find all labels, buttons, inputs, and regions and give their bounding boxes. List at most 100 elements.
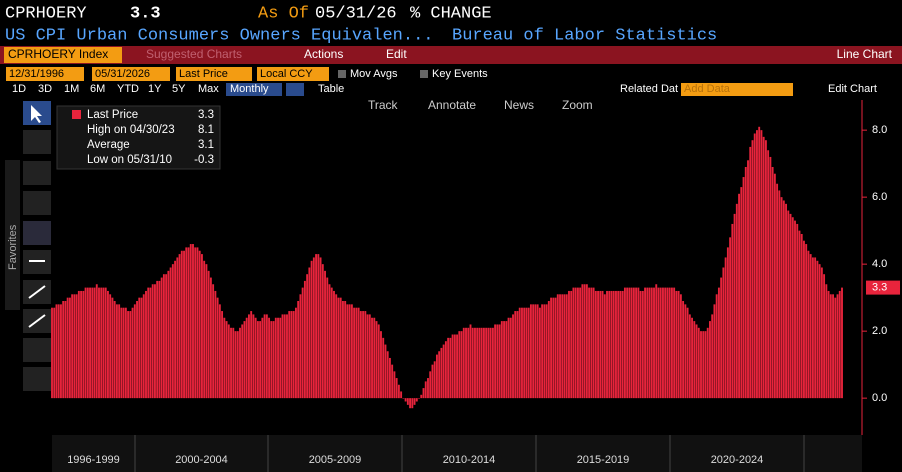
- tool-button[interactable]: [23, 221, 51, 245]
- bar: [552, 297, 555, 399]
- related-data[interactable]: Related Dat: [620, 83, 678, 95]
- checkbox[interactable]: [338, 70, 346, 78]
- bar: [480, 327, 483, 399]
- bar: [827, 290, 830, 399]
- chart-tool[interactable]: Track: [368, 98, 399, 112]
- bar: [747, 160, 749, 399]
- key-events[interactable]: Key Events: [432, 68, 488, 80]
- bar: [534, 304, 537, 399]
- edit-menu[interactable]: Edit: [386, 47, 407, 61]
- field-select[interactable]: [176, 67, 252, 81]
- ticker: CPRHOERY: [5, 4, 87, 23]
- mov-avgs[interactable]: Mov Avgs: [350, 68, 398, 80]
- bar: [73, 294, 76, 399]
- bar: [136, 301, 138, 399]
- bar: [185, 247, 188, 399]
- bar: [518, 307, 521, 399]
- bar: [377, 324, 380, 399]
- checkbox[interactable]: [420, 70, 428, 78]
- bar: [588, 287, 591, 399]
- bar: [675, 290, 678, 399]
- bar: [628, 287, 631, 399]
- tool-button[interactable]: [23, 161, 51, 185]
- bar: [183, 250, 185, 399]
- range-button[interactable]: 1M: [64, 83, 79, 95]
- bar: [214, 290, 217, 399]
- bar: [444, 341, 447, 399]
- bar: [174, 260, 177, 399]
- bar: [612, 290, 615, 399]
- bar: [449, 337, 452, 399]
- table-button[interactable]: Table: [318, 83, 344, 95]
- tool-button[interactable]: [23, 338, 51, 362]
- bar: [825, 284, 828, 399]
- bar: [585, 284, 588, 399]
- bar: [364, 311, 367, 399]
- bar: [245, 317, 248, 399]
- frequency-button[interactable]: [226, 83, 282, 96]
- edit-chart[interactable]: Edit Chart: [828, 83, 877, 95]
- bar: [102, 287, 105, 399]
- bar: [380, 331, 382, 399]
- currency-select[interactable]: [257, 67, 329, 81]
- bar: [209, 277, 212, 399]
- bar: [639, 290, 642, 399]
- tool-button[interactable]: [23, 130, 51, 154]
- bar: [538, 307, 541, 399]
- bar: [324, 270, 326, 399]
- chart-icon[interactable]: [286, 83, 304, 96]
- range-button[interactable]: 6M: [90, 83, 105, 95]
- range-button[interactable]: YTD: [117, 83, 139, 95]
- range-button[interactable]: 1Y: [148, 83, 162, 95]
- bar: [346, 304, 349, 399]
- security-field[interactable]: [4, 47, 122, 63]
- x-axis-band: [52, 435, 862, 472]
- bar: [679, 294, 682, 399]
- bar: [474, 327, 476, 399]
- chart-type[interactable]: Line Chart: [837, 47, 893, 61]
- bar: [738, 193, 740, 399]
- bar: [729, 237, 732, 399]
- bar: [268, 317, 271, 399]
- bar: [418, 398, 420, 399]
- bar: [489, 327, 492, 399]
- favorites-tab[interactable]: [5, 160, 20, 310]
- end-field[interactable]: [92, 67, 170, 81]
- bar: [297, 301, 300, 399]
- line-icon: [28, 314, 46, 328]
- bar: [158, 280, 161, 399]
- chart-tool[interactable]: Annotate: [428, 98, 476, 112]
- bar: [700, 331, 702, 399]
- range-button[interactable]: 1D: [12, 83, 26, 95]
- start-date: 12/31/1996: [9, 68, 64, 80]
- legend-value: -0.3: [194, 154, 214, 166]
- range-button[interactable]: 3D: [38, 83, 52, 95]
- chart-tool[interactable]: Zoom: [562, 98, 593, 112]
- start-field[interactable]: [6, 67, 84, 81]
- bar: [162, 274, 165, 399]
- x-tick-label: 1996-1999: [67, 454, 120, 466]
- bar: [156, 280, 159, 399]
- suggested-charts[interactable]: Suggested Charts: [146, 47, 242, 61]
- tool-button[interactable]: [23, 367, 51, 391]
- bar: [447, 337, 450, 399]
- range-button[interactable]: 5Y: [172, 83, 186, 95]
- range-button[interactable]: Max: [198, 83, 219, 95]
- bar: [814, 257, 817, 399]
- tool-button[interactable]: [23, 191, 51, 215]
- chart-tool[interactable]: News: [504, 98, 534, 112]
- actions-menu[interactable]: Actions: [304, 47, 343, 61]
- bar: [89, 287, 91, 399]
- bar: [749, 146, 752, 399]
- bar: [655, 284, 658, 399]
- bar: [393, 371, 396, 399]
- bar: [294, 307, 297, 399]
- add-data-field[interactable]: [681, 83, 793, 96]
- bar: [691, 317, 693, 399]
- bar: [395, 378, 398, 399]
- bar: [505, 321, 508, 399]
- bar: [154, 284, 156, 399]
- add-data: Add Data: [684, 83, 731, 95]
- x-tick-label: 2020-2024: [711, 454, 764, 466]
